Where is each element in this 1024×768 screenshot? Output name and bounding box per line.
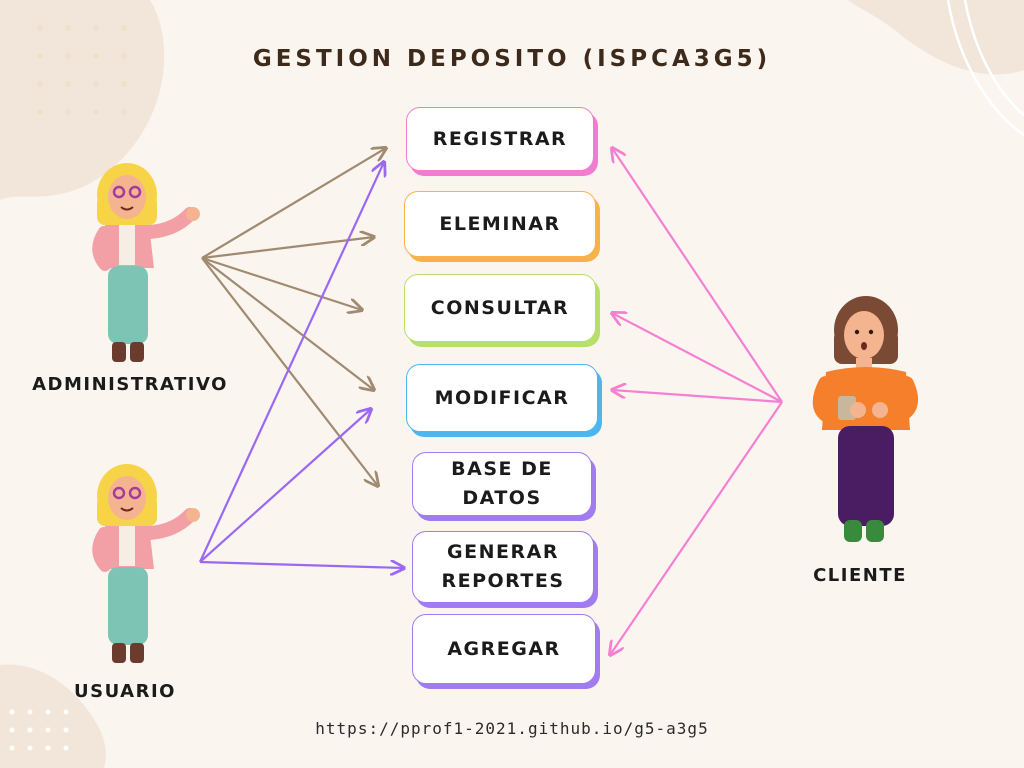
arrow-cliente-to-registrar: [612, 148, 783, 403]
arrow-usuario-to-registrar: [199, 162, 384, 563]
decor-dot: [121, 25, 127, 31]
decor-dot: [9, 727, 15, 733]
arrow-cliente-to-consultar: [612, 313, 783, 403]
decor-dot: [93, 53, 99, 59]
decor-dot: [65, 109, 71, 115]
woman-pointing-figure-icon: [92, 163, 200, 362]
use-case-registrar[interactable]: REGISTRAR: [406, 107, 594, 171]
actor-label-usuario: USUARIO: [74, 681, 176, 702]
diagram-title: GESTION DEPOSITO (ISPCA3G5): [252, 46, 772, 72]
arrow-usuario-to-modificar: [199, 409, 371, 563]
decor-dot: [65, 53, 71, 59]
arrow-cliente-to-agregar: [610, 401, 783, 655]
decor-dot: [9, 745, 15, 751]
decor-dot: [93, 81, 99, 87]
decor-dot: [93, 25, 99, 31]
dot-grid-bottom-left: [9, 709, 69, 751]
decor-dot: [9, 709, 15, 715]
decor-dot: [121, 109, 127, 115]
use-case-label: AGREGAR: [447, 637, 561, 660]
blob-top-left: [0, 0, 165, 200]
actor-label-administrativo: ADMINISTRATIVO: [32, 374, 228, 395]
decor-dot: [63, 745, 69, 751]
arrow-admin-to-eleminar: [201, 237, 374, 260]
decor-dot: [65, 25, 71, 31]
decor-dot: [27, 709, 33, 715]
blob-bottom-left: [0, 664, 106, 768]
use-case-label: REGISTRAR: [432, 127, 568, 150]
ring-top-right: [963, 0, 1024, 116]
use-case-base-de-datos[interactable]: BASE DE DATOS: [412, 452, 592, 516]
decor-dot: [37, 109, 43, 115]
decor-dot: [45, 709, 51, 715]
decor-dot: [45, 745, 51, 751]
arrow-admin-to-consultar: [201, 256, 362, 310]
decor-dot: [27, 727, 33, 733]
decor-dot: [65, 81, 71, 87]
decor-dot: [27, 745, 33, 751]
use-case-consultar[interactable]: CONSULTAR: [404, 274, 596, 342]
arrow-usuario-to-generar-reportes: [199, 562, 404, 568]
decor-dot: [121, 81, 127, 87]
decor-dot: [45, 727, 51, 733]
decor-dot: [121, 53, 127, 59]
footer-url: https://pprof1-2021.github.io/g5-a3g5: [315, 719, 709, 738]
decor-dot: [63, 727, 69, 733]
decor-dot: [93, 109, 99, 115]
blob-top-right: [848, 0, 1024, 75]
use-case-agregar[interactable]: AGREGAR: [412, 614, 596, 684]
arrow-admin-to-base-de-datos: [201, 257, 378, 486]
dot-grid-top-left: [37, 25, 127, 115]
actor-label-cliente: CLIENTE: [813, 565, 907, 586]
use-case-modificar[interactable]: MODIFICAR: [406, 364, 598, 432]
use-case-label: BASE DE DATOS: [451, 458, 553, 509]
woman-pointing-figure-icon: [92, 464, 200, 663]
decor-dot: [37, 25, 43, 31]
use-case-eleminar[interactable]: ELEMINAR: [404, 191, 596, 257]
arrow-admin-to-modificar: [201, 257, 374, 390]
ring-top-right-2: [946, 0, 1024, 137]
arrow-cliente-to-modificar: [612, 390, 783, 404]
decor-dot: [63, 709, 69, 715]
use-case-label: GENERAR REPORTES: [441, 541, 565, 592]
decor-dot: [37, 81, 43, 87]
use-case-label: CONSULTAR: [430, 296, 570, 319]
decor-dot: [37, 53, 43, 59]
use-case-label: ELEMINAR: [439, 212, 561, 235]
use-case-generar-reportes[interactable]: GENERAR REPORTES: [412, 531, 594, 603]
use-case-label: MODIFICAR: [434, 386, 570, 409]
woman-with-phone-figure-icon: [812, 296, 919, 542]
arrow-admin-to-registrar: [201, 148, 386, 259]
